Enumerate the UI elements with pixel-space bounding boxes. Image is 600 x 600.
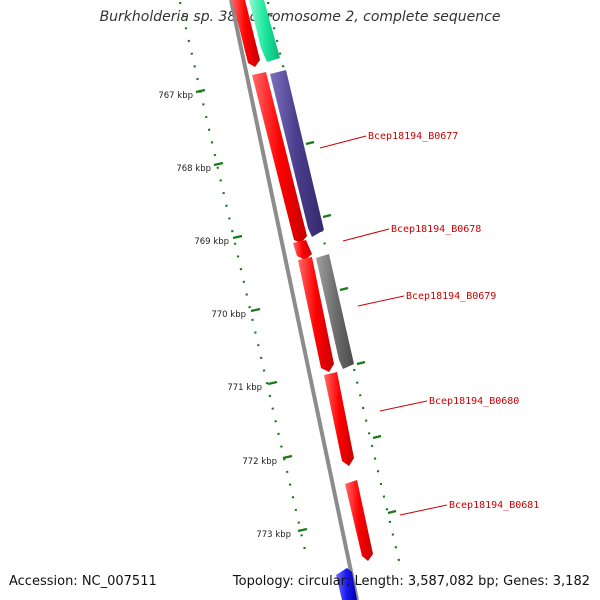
- gene-label-leader: [399, 504, 448, 516]
- gene-forward-5[interactable]: [324, 372, 354, 466]
- tick-label: 769 kbp: [194, 237, 229, 247]
- inner-tick-mark: [339, 286, 349, 292]
- gene-reverse-blue[interactable]: [336, 568, 357, 600]
- inner-tick-mark: [356, 360, 366, 366]
- tick-label: 771 kbp: [227, 383, 262, 393]
- gene-forward-2[interactable]: [252, 72, 307, 243]
- backbone-line: [229, 0, 359, 600]
- gene-label[interactable]: Bcep18194_B0679: [406, 291, 496, 302]
- gene-reverse-green[interactable]: [249, 0, 280, 62]
- inner-tick-mark: [322, 213, 332, 219]
- tick-label: 770 kbp: [211, 310, 246, 320]
- gene-label[interactable]: Bcep18194_B0680: [429, 396, 519, 407]
- tick-mark: [297, 527, 308, 533]
- gene-label-leader: [319, 135, 367, 149]
- gene-label[interactable]: Bcep18194_B0677: [368, 131, 458, 142]
- map-title: Burkholderia sp. 383 chromosome 2, compl…: [99, 9, 501, 25]
- gene-label[interactable]: Bcep18194_B0678: [391, 224, 481, 235]
- tick-mark: [213, 161, 224, 167]
- tick-mark: [250, 307, 261, 313]
- gene-forward-3[interactable]: [293, 240, 312, 260]
- tick-mark: [267, 380, 278, 386]
- tick-label: 773 kbp: [256, 530, 291, 540]
- inner-tick-mark: [372, 434, 382, 440]
- tick-label: 768 kbp: [176, 164, 211, 174]
- tick-label: 772 kbp: [242, 457, 277, 467]
- inner-dotted-track: [266, 1, 402, 566]
- gene-reverse-gray[interactable]: [316, 254, 354, 369]
- gene-forward-4[interactable]: [298, 257, 334, 372]
- tick-label: 767 kbp: [158, 91, 193, 101]
- gene-label-leader: [379, 400, 428, 412]
- gene-forward-1[interactable]: [231, 0, 260, 67]
- gene-label-leader: [357, 295, 405, 307]
- gene-label[interactable]: Bcep18194_B0681: [449, 500, 539, 511]
- tick-mark: [282, 454, 293, 460]
- summary-text: Topology: circular; Length: 3,587,082 bp…: [232, 574, 590, 589]
- gene-forward-6[interactable]: [345, 480, 373, 561]
- tick-mark: [195, 88, 206, 94]
- tick-mark: [232, 234, 243, 240]
- gene-reverse-purple[interactable]: [270, 70, 324, 237]
- accession-text: Accession: NC_007511: [9, 574, 157, 589]
- inner-tick-mark: [305, 140, 315, 146]
- gene-label-leader: [342, 228, 390, 242]
- inner-tick-mark: [387, 509, 397, 515]
